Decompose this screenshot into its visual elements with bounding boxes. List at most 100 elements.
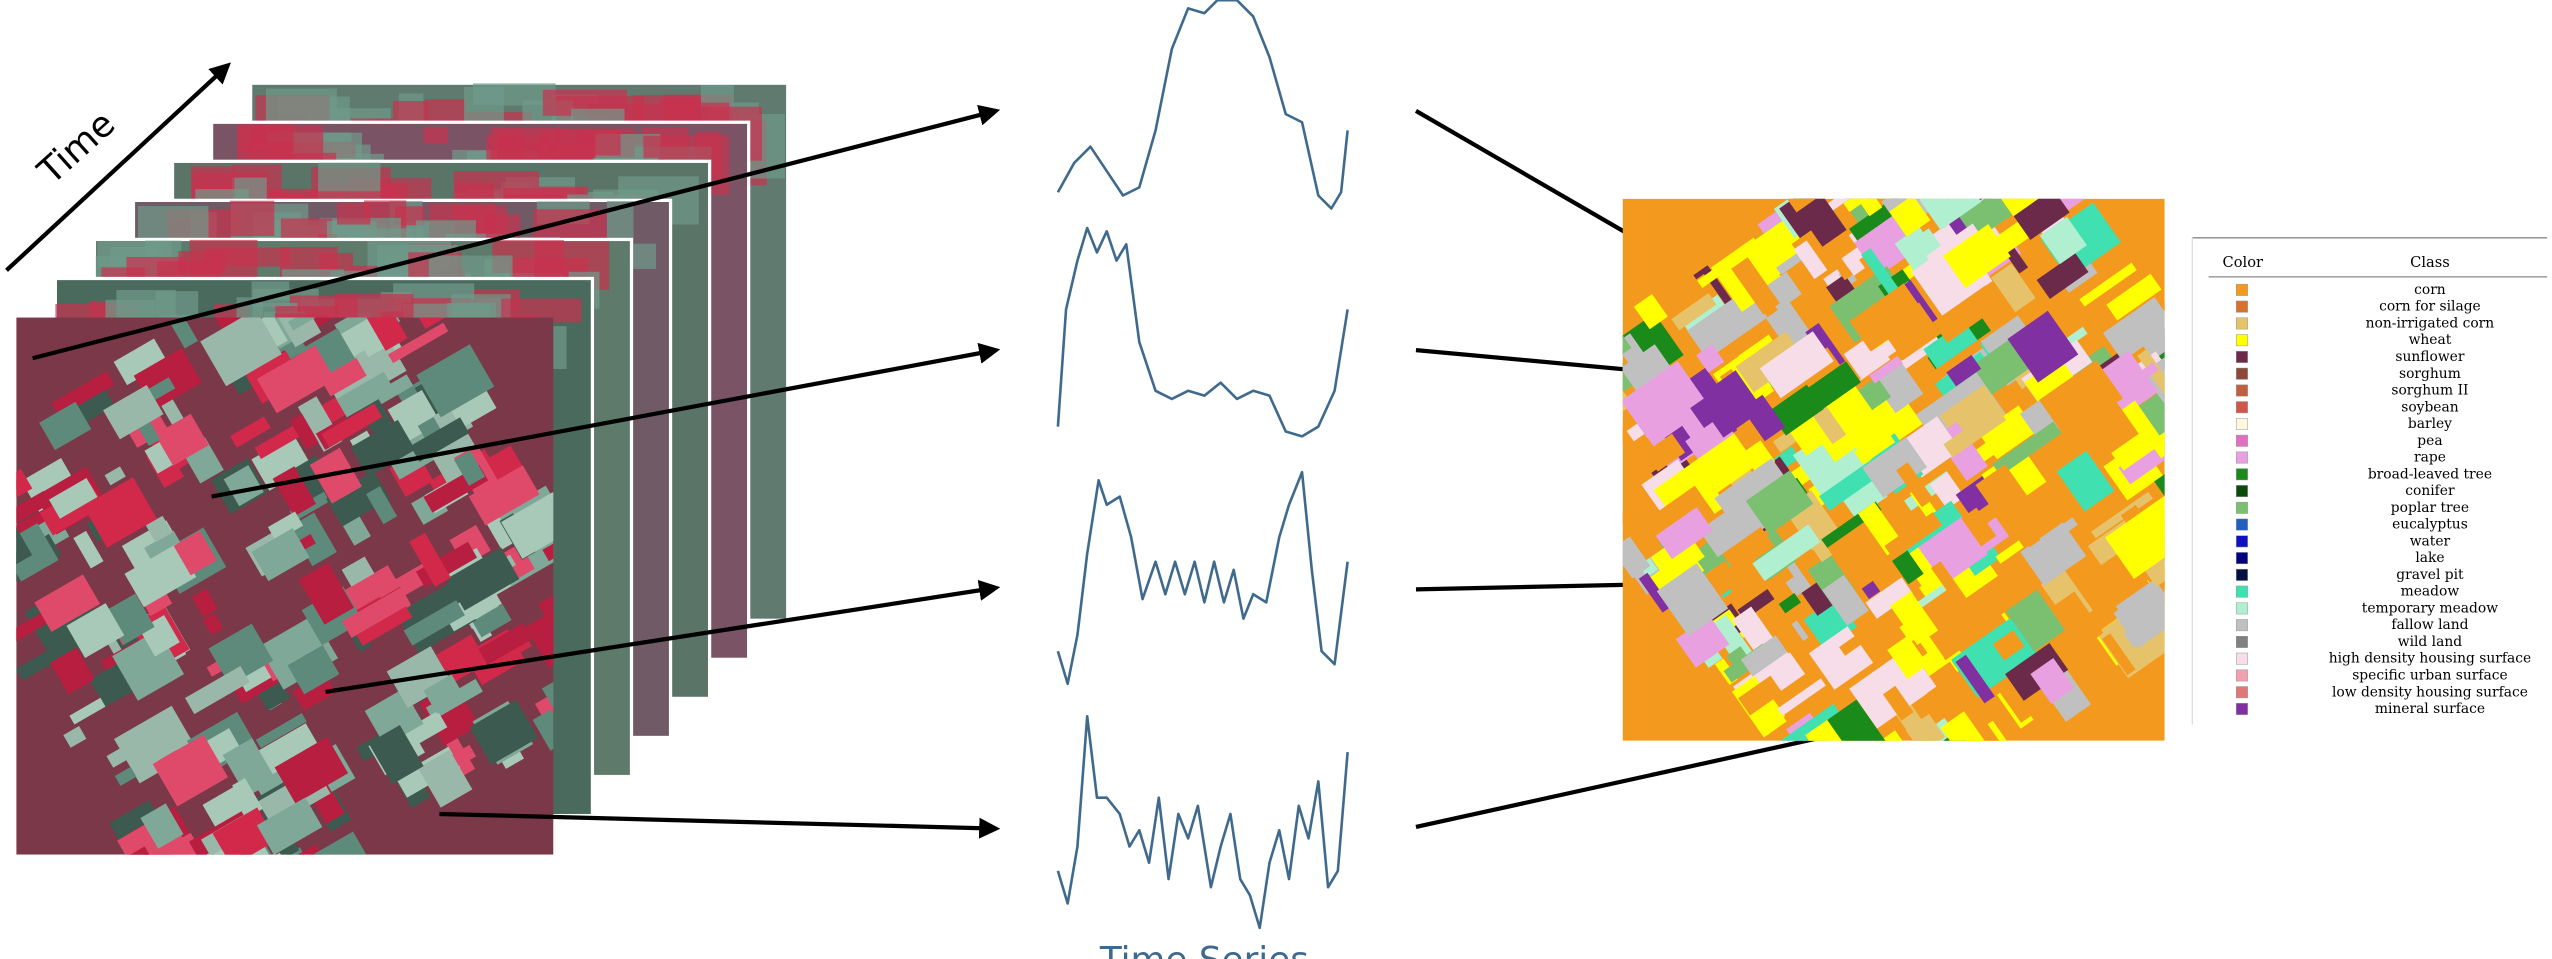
image-patch bbox=[255, 723, 320, 777]
map-patch bbox=[1693, 261, 1730, 291]
map-patch bbox=[1985, 565, 2041, 616]
image-patch bbox=[256, 797, 323, 855]
image-patch bbox=[140, 803, 184, 849]
map-patch bbox=[2221, 536, 2281, 588]
image-patch bbox=[39, 401, 92, 451]
image-patch bbox=[16, 524, 33, 572]
legend-swatch bbox=[2236, 384, 2248, 397]
legend-header: Class bbox=[2410, 254, 2450, 271]
time-series-line bbox=[1056, 226, 1349, 438]
image-patch bbox=[63, 726, 87, 748]
image-patch bbox=[267, 511, 304, 542]
legend-swatch bbox=[2236, 635, 2248, 648]
map-patch bbox=[2142, 340, 2165, 414]
map-patch bbox=[1889, 198, 1931, 237]
map-patch bbox=[1919, 198, 1982, 231]
map-patch bbox=[1622, 388, 1633, 446]
image-patch bbox=[16, 468, 33, 516]
image-patch bbox=[66, 603, 125, 659]
map-patch bbox=[1824, 751, 1861, 792]
image-patch bbox=[337, 202, 371, 225]
legend-swatch bbox=[2236, 283, 2248, 296]
image-patch bbox=[152, 734, 229, 807]
image-patch bbox=[501, 298, 582, 323]
map-patch bbox=[1900, 198, 1961, 205]
map-patch bbox=[2149, 415, 2165, 459]
map-patch bbox=[1827, 699, 1889, 741]
map-patch bbox=[1904, 107, 1967, 170]
image-patch bbox=[185, 666, 250, 715]
legend-label: conifer bbox=[2405, 483, 2455, 499]
map-patch bbox=[2177, 555, 2233, 602]
map-patch bbox=[1812, 406, 1847, 445]
map-patch bbox=[1901, 105, 1933, 137]
map-patch bbox=[1849, 283, 1926, 352]
legend-swatch bbox=[2236, 317, 2248, 330]
legend-label: wheat bbox=[2409, 332, 2452, 348]
image-patch bbox=[501, 492, 554, 559]
classification-map bbox=[1546, 105, 2302, 792]
legend-label: meadow bbox=[2401, 584, 2460, 600]
map-patch bbox=[2079, 262, 2137, 307]
image-patch bbox=[232, 777, 263, 817]
legend-label: poplar tree bbox=[2391, 500, 2469, 516]
image-patch bbox=[34, 574, 101, 632]
map-patch bbox=[1664, 425, 1699, 461]
time-series-line bbox=[1056, 0, 1349, 210]
legend-swatch bbox=[2236, 602, 2248, 615]
map-patch bbox=[1696, 344, 1725, 373]
map-patch bbox=[2137, 349, 2165, 403]
map-patch bbox=[1778, 593, 1801, 614]
image-patch bbox=[0, 506, 6, 555]
image-patch bbox=[140, 832, 205, 855]
map-patch bbox=[2178, 398, 2237, 462]
map-patch bbox=[2013, 198, 2070, 241]
map-patch bbox=[1622, 313, 1684, 379]
map-patch bbox=[1803, 383, 1885, 463]
legend-label: lake bbox=[2415, 550, 2444, 566]
image-patch bbox=[540, 129, 621, 156]
map-patch bbox=[1839, 632, 1866, 656]
map-patch bbox=[1765, 678, 1826, 725]
map-patch bbox=[2056, 450, 2115, 512]
legend-swatch bbox=[2236, 518, 2248, 531]
image-patch bbox=[114, 705, 198, 784]
map-patch bbox=[2036, 252, 2089, 300]
map-patch bbox=[2244, 491, 2302, 550]
map-patch bbox=[2039, 522, 2071, 550]
legend-label: corn for silage bbox=[2379, 299, 2481, 315]
map-patch bbox=[1738, 675, 1783, 716]
time-arrow bbox=[5, 62, 231, 272]
map-patch bbox=[1907, 130, 1949, 164]
image-patch bbox=[468, 465, 540, 526]
map-patch bbox=[2002, 468, 2088, 548]
map-patch bbox=[1822, 574, 1869, 626]
map-patch bbox=[1946, 354, 1982, 387]
image-patch bbox=[289, 413, 319, 450]
legend-swatch bbox=[2236, 686, 2248, 699]
map-patch bbox=[1546, 423, 1603, 470]
legend-label: rape bbox=[2414, 450, 2446, 466]
map-patch bbox=[1851, 736, 1886, 741]
image-patch bbox=[472, 604, 512, 638]
image-patch bbox=[321, 403, 383, 448]
image-patch bbox=[114, 766, 137, 786]
map-patch bbox=[1768, 384, 1824, 436]
map-patch bbox=[1923, 320, 1978, 369]
image-patch bbox=[83, 477, 158, 548]
image-patch bbox=[183, 867, 242, 922]
image-patch bbox=[257, 680, 291, 711]
map-patch bbox=[1932, 285, 2000, 343]
image-patch bbox=[248, 865, 283, 904]
arrow bbox=[439, 811, 1001, 839]
image-patch bbox=[542, 539, 554, 562]
image-patch bbox=[124, 543, 197, 608]
map-patch bbox=[2030, 657, 2075, 704]
map-patch bbox=[2005, 589, 2066, 652]
image-patch bbox=[336, 371, 395, 418]
image-patch bbox=[500, 543, 535, 581]
legend-swatch bbox=[2236, 468, 2248, 481]
map-patch bbox=[1853, 429, 1896, 465]
time-label: Time bbox=[30, 103, 123, 193]
map-patch bbox=[1731, 257, 1780, 315]
